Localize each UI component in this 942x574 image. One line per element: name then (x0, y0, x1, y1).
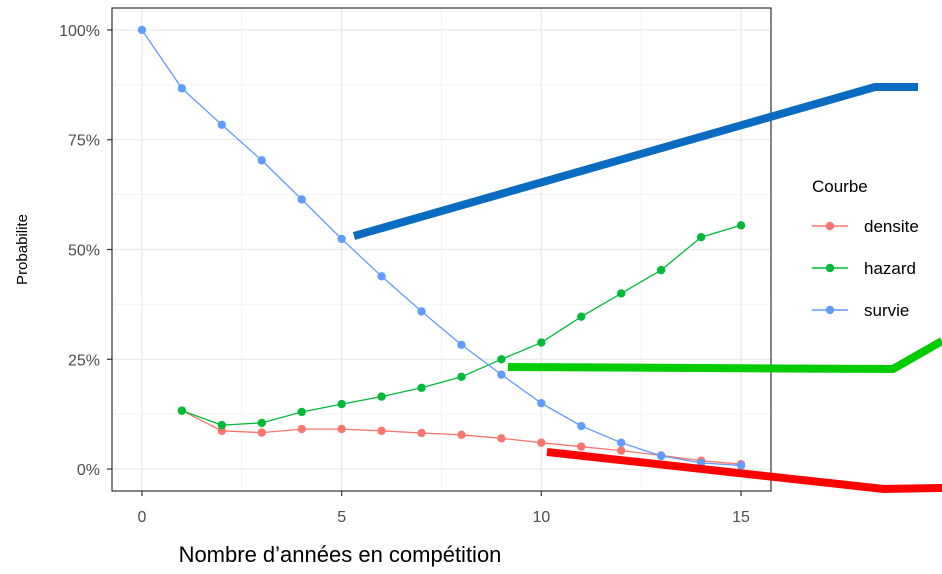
point-densite (497, 434, 506, 443)
point-survie (177, 84, 187, 93)
point-hazard (457, 372, 466, 382)
point-hazard (257, 418, 266, 428)
point-hazard (337, 399, 346, 409)
point-survie (656, 451, 666, 461)
point-survie (377, 272, 386, 281)
point-survie (417, 307, 426, 316)
point-survie (137, 25, 147, 35)
point-survie (577, 421, 586, 431)
legend: Courbe densite hazard survie (812, 177, 919, 320)
legend-label-densite: densite (864, 217, 919, 236)
point-survie (257, 156, 266, 165)
point-densite (257, 428, 266, 437)
x-tick-label: 15 (732, 509, 750, 526)
point-densite (337, 424, 346, 434)
point-hazard (696, 233, 706, 242)
x-tick-label: 0 (138, 509, 147, 526)
point-densite (417, 428, 426, 438)
legend-label-survie: survie (864, 301, 909, 320)
green-marker-line (507, 337, 942, 373)
axes-layer: 0 5 10 15 0% 25% 50% 75% 100% (59, 23, 750, 526)
red-marker-line (546, 448, 942, 493)
legend-key-point (825, 263, 835, 273)
blue-marker-line (352, 83, 918, 240)
point-densite (457, 430, 466, 439)
y-tick-label: 0% (77, 462, 100, 479)
point-hazard (656, 265, 666, 275)
point-hazard (736, 221, 746, 230)
point-densite (577, 442, 586, 451)
point-hazard (177, 406, 187, 415)
point-survie (736, 461, 746, 470)
point-survie (297, 195, 306, 204)
y-tick-label: 25% (68, 352, 100, 369)
point-densite (537, 438, 546, 447)
point-hazard (497, 355, 506, 364)
y-tick-label: 50% (68, 243, 100, 260)
point-survie (217, 120, 227, 129)
point-survie (617, 438, 626, 447)
y-tick-label: 75% (68, 133, 100, 150)
point-densite (377, 426, 386, 436)
point-survie (337, 234, 346, 244)
point-hazard (417, 383, 426, 393)
legend-key-point (825, 305, 835, 315)
y-tick-label: 100% (59, 23, 100, 40)
x-tick-label: 5 (337, 509, 346, 526)
x-axis-title: Nombre d’années en compétition (178, 542, 502, 567)
point-hazard (217, 420, 227, 430)
grid-lines (112, 8, 771, 491)
annotation-lines (352, 83, 942, 493)
legend-key-point (825, 221, 835, 231)
x-tick-label: 10 (532, 509, 550, 526)
point-hazard (297, 407, 306, 417)
series-layer (137, 25, 746, 470)
point-densite (617, 446, 626, 455)
legend-title: Courbe (812, 177, 868, 196)
point-survie (457, 340, 466, 349)
point-hazard (577, 312, 586, 321)
point-survie (537, 398, 546, 408)
series-line-survie (141, 29, 742, 467)
point-survie (497, 370, 506, 379)
point-hazard (377, 392, 386, 401)
point-hazard (537, 338, 546, 347)
point-densite (297, 424, 306, 434)
point-hazard (617, 289, 626, 298)
y-axis-title: Probabilite (14, 214, 31, 285)
legend-label-hazard: hazard (864, 259, 916, 278)
